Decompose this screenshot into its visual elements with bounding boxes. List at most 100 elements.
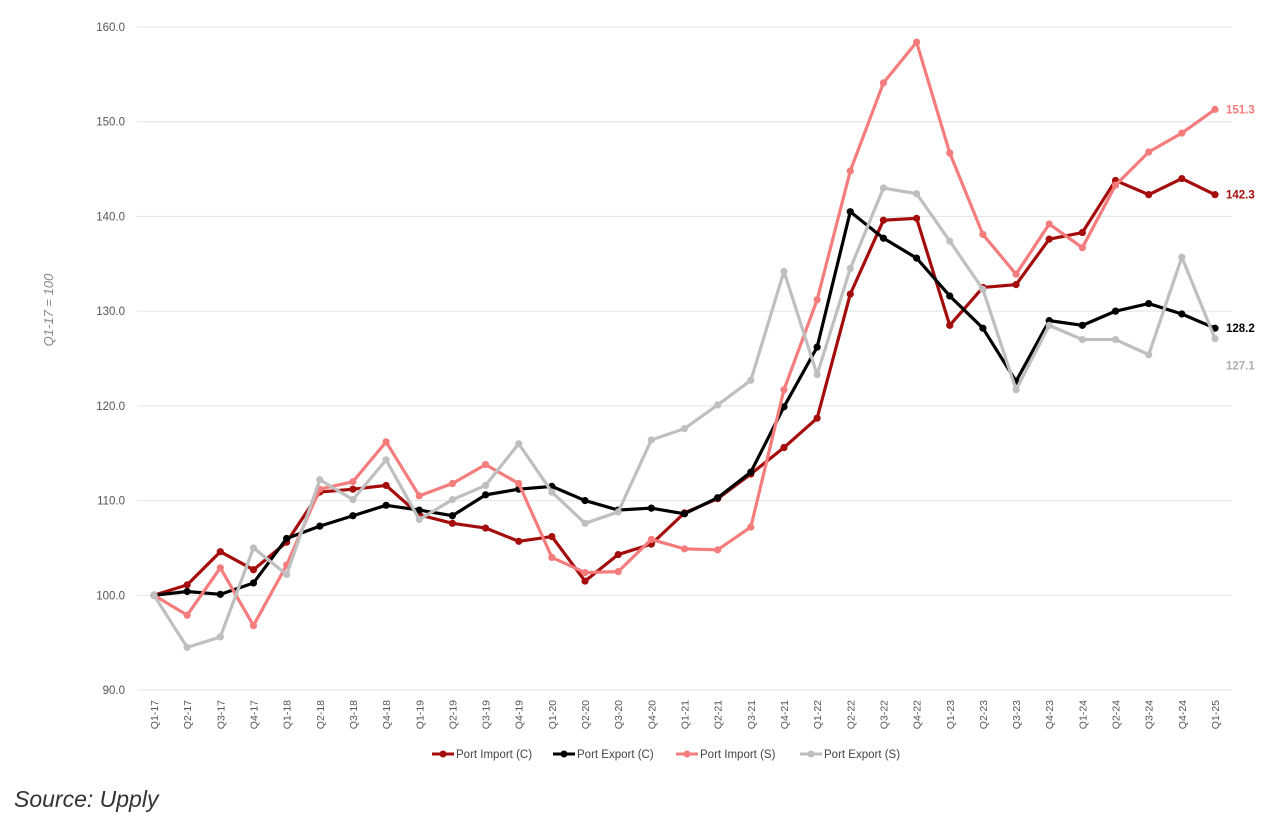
data-point [183,587,191,596]
legend-item: Port Import (S) [676,749,776,761]
gridlines [137,26,1232,691]
data-point [879,234,888,242]
y-tick-label: 140.0 [96,211,125,223]
data-point [183,581,191,589]
data-point [946,292,954,300]
data-point [813,371,821,379]
data-point [349,485,357,493]
x-tick-label: Q2-22 [845,700,857,729]
data-point [1145,191,1153,199]
series-0 [150,174,1219,599]
legend-label: Port Export (C) [577,749,654,761]
data-point [1111,335,1120,344]
x-tick-label: Q1-19 [414,700,426,729]
x-tick-label: Q1-20 [547,700,559,729]
x-tick-label: Q4-17 [248,700,260,729]
data-point [1045,321,1053,329]
data-point [1078,321,1086,329]
data-point [714,546,722,554]
data-point [946,321,954,329]
x-tick-label: Q3-18 [348,700,360,729]
data-point [415,506,423,514]
series-lines [150,38,1219,651]
data-point [846,290,854,298]
data-point [1145,351,1153,359]
x-tick-label: Q2-23 [978,700,990,729]
data-point [382,456,390,464]
x-tick-label: Q4-18 [381,700,393,729]
end-labels: 142.3 128.2 151.3 127.1 [1226,104,1255,372]
x-tick-label: Q2-18 [315,700,327,729]
data-point [249,579,258,587]
data-point [846,167,854,175]
data-point [680,545,689,553]
data-point [481,524,490,532]
data-point [714,401,722,409]
data-point [1045,220,1053,228]
data-point [680,424,689,433]
data-point [1178,253,1186,261]
series-3 [150,184,1219,651]
data-point [150,591,158,599]
data-point [979,324,987,332]
data-point [1045,235,1053,243]
data-point [1012,281,1020,289]
x-tick-label: Q4-22 [912,700,924,729]
data-point [614,508,622,516]
x-tick-label: Q1-23 [945,700,957,729]
y-tick-label: 150.0 [96,117,125,129]
data-point [879,79,888,87]
data-point [316,522,324,530]
y-tick-label: 160.0 [96,22,125,34]
series-line [152,186,1217,649]
x-tick-label: Q1-18 [282,700,294,729]
legend-item: Port Export (S) [800,749,900,761]
data-point [349,478,357,486]
y-tick-label: 110.0 [97,496,125,508]
data-point [216,548,224,556]
x-axis-ticks: Q1-17 Q2-17 Q3-17 Q4-17 Q1-18 Q2-18 Q3-18 Q4-18… [149,700,1222,729]
x-tick-label: Q3-23 [1011,700,1023,729]
x-tick-label: Q3-19 [481,700,493,729]
data-point [415,492,423,500]
x-tick-label: Q1-22 [812,700,824,729]
x-tick-label: Q3-22 [878,700,890,729]
data-point [1178,129,1186,137]
data-point [714,494,722,502]
data-point [1078,228,1086,237]
x-tick-label: Q4-24 [1177,700,1189,729]
data-point [183,611,191,619]
y-tick-label: 100.0 [96,590,125,602]
end-value-label: 127.1 [1226,361,1255,373]
data-point [912,254,921,262]
end-value-label: 151.3 [1226,104,1255,116]
data-point [216,633,224,641]
legend-swatch-marker [807,750,815,758]
data-point [283,570,291,579]
data-point [515,479,523,488]
series-1 [150,208,1219,599]
data-point [1012,270,1020,278]
data-point [448,512,457,520]
series-line [152,40,1217,628]
legend-label: Port Import (C) [456,749,532,761]
data-point [349,512,357,520]
data-point [680,510,689,518]
data-point [846,208,854,216]
source-note: Source: Upply [14,786,159,812]
data-point [747,376,755,384]
data-point [1211,191,1219,199]
y-tick-label: 120.0 [96,401,125,413]
data-point [481,460,490,469]
x-tick-label: Q3-20 [613,700,625,729]
data-point [216,590,224,598]
y-axis-ticks: 90.0 100.0 110.0 120.0 130.0 140.0 150.0 160.0 [96,22,125,697]
legend-swatch-marker [439,750,447,758]
data-point [780,386,788,394]
data-point [581,519,589,527]
data-point [515,440,523,448]
data-point [979,285,987,293]
data-point [249,544,258,552]
y-tick-label: 130.0 [96,306,125,318]
x-tick-label: Q3-24 [1144,700,1156,729]
